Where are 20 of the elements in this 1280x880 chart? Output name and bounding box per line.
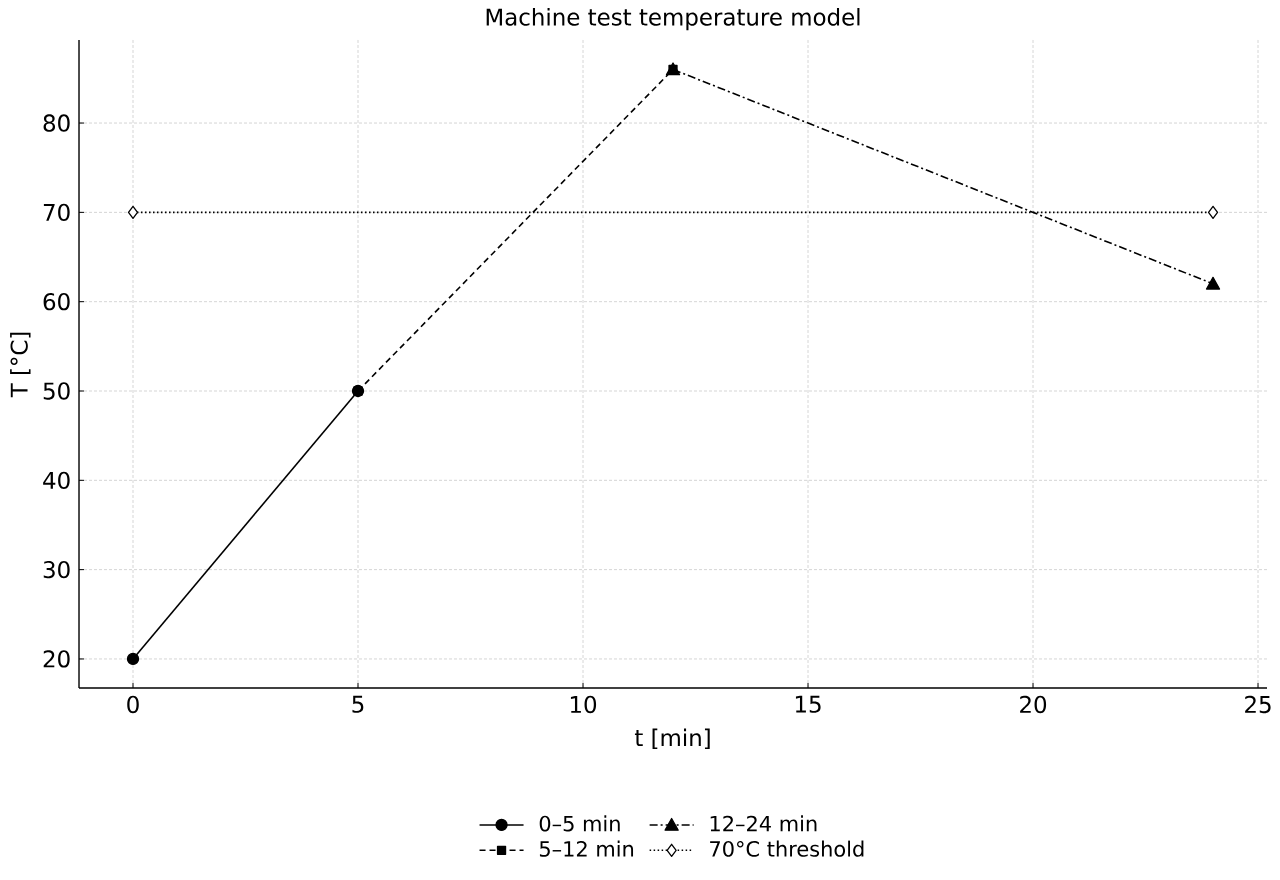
y-tick-label: 50: [43, 382, 70, 400]
legend-label: 12–24 min: [710, 815, 817, 832]
y-tick-label: 80: [43, 114, 70, 132]
y-tick-label: 60: [43, 293, 70, 311]
x-tick-label: 5: [352, 695, 364, 713]
x-tick-label: 15: [795, 695, 821, 713]
x-tick-label: 25: [1245, 695, 1271, 714]
x-tick-label: 0: [127, 695, 139, 714]
y-tick-label: 40: [43, 471, 70, 489]
y-tick-label: 70: [43, 203, 70, 222]
y-tick-label: 20: [43, 650, 70, 668]
x-tick-label: 10: [570, 695, 597, 714]
y-axis-title: T [°C]: [10, 332, 31, 398]
legend-label: 0–5 min: [539, 815, 620, 832]
chart-title: Machine test temperature model: [486, 7, 860, 31]
y-tick-label: 30: [43, 560, 70, 579]
x-tick-label: 20: [1020, 695, 1047, 714]
legend-label: 5–12 min: [539, 840, 634, 857]
x-axis-title: t [min]: [634, 728, 710, 750]
legend-label: 70°C threshold: [710, 840, 864, 857]
